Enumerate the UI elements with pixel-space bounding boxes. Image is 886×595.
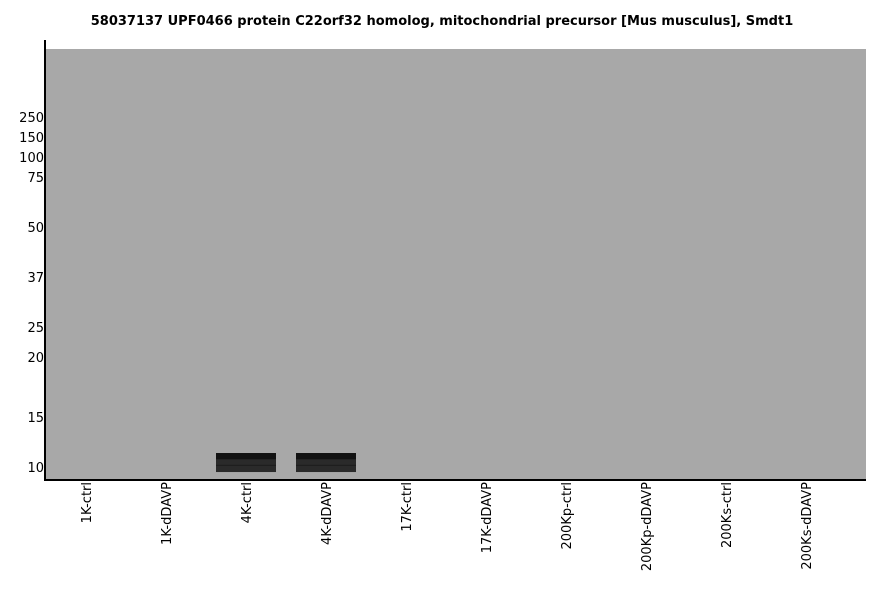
lane-label: 200Ks-dDAVP [800,482,815,570]
y-tick-label: 10 [27,461,44,476]
y-tick-label: 50 [27,221,44,236]
bands-group [216,453,356,473]
lane-label: 4K-ctrl [240,482,255,523]
band-midline [296,464,356,466]
y-tick-label: 100 [19,151,44,166]
chart-title: 58037137 UPF0466 protein C22orf32 homolo… [91,14,794,29]
y-tick-label: 75 [27,171,44,186]
band-core [216,453,276,460]
lane-label: 200Ks-ctrl [720,482,735,548]
y-tick-label: 20 [27,351,44,366]
lane-labels: 1K-ctrl 1K-dDAVP 4K-ctrl 4K-dDAVP 17K-ctrl 17… [80,482,815,571]
lane-label: 1K-ctrl [80,482,95,523]
lane-label: 4K-dDAVP [320,482,335,545]
y-tick-label: 25 [27,321,44,336]
y-tick-label: 37 [27,271,44,286]
lane-label: 1K-dDAVP [160,482,175,545]
blot-membrane [46,49,866,479]
lane-label: 200Kp-ctrl [560,482,575,549]
y-tick-labels: 250 150 100 75 50 37 25 20 15 10 [19,111,44,476]
band-core [296,453,356,460]
lane-label: 200Kp-dDAVP [640,482,655,571]
lane-label: 17K-ctrl [400,482,415,532]
band-midline [216,464,276,466]
y-tick-label: 250 [19,111,44,126]
y-tick-label: 150 [19,131,44,146]
lane-label: 17K-dDAVP [480,482,495,553]
y-tick-label: 15 [27,411,44,426]
